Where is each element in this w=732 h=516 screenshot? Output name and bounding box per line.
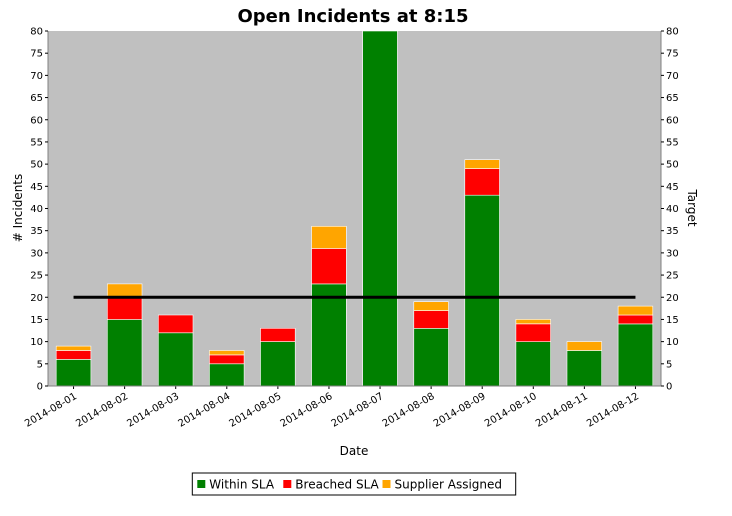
legend: Within SLA Breached SLA Supplier Assigned [191,472,517,496]
plot-area: 2014-08-012014-08-022014-08-032014-08-04… [23,27,679,430]
y-tick-label: 0 [37,382,43,393]
bar-within-sla [260,341,296,387]
bar-supplier-assigned [311,226,347,249]
legend-swatch [283,480,292,488]
y2-tick-label: 30 [666,248,679,259]
y2-tick-label: 25 [666,271,679,282]
y-tick-label: 55 [30,137,43,148]
bar-supplier-assigned [209,350,245,356]
bar-within-sla [515,341,551,387]
y2-tick-label: 20 [666,293,679,304]
bar-supplier-assigned [566,341,603,351]
bar-supplier-assigned [464,159,500,169]
y-tick-label: 35 [30,226,43,237]
x-tick-label: 2014-08-10 [483,391,539,430]
x-tick-label: 2014-08-04 [176,391,232,430]
y2-axis-label: Target [685,188,699,226]
bar-breached-sla [158,314,194,334]
x-tick-label: 2014-08-12 [585,391,641,430]
bar-supplier-assigned [413,301,449,311]
y-tick-label: 5 [37,359,43,370]
x-tick-label: 2014-08-01 [23,391,79,430]
plot-background [48,31,661,386]
bar-within-sla [464,194,500,387]
x-axis-label: Date [340,444,369,458]
y-tick-label: 15 [30,315,43,326]
legend-item-label: Within SLA [209,478,275,492]
bar-within-sla [107,319,143,387]
legend-item-label: Supplier Assigned [395,478,503,492]
y-tick-label: 20 [30,293,43,304]
y2-tick-label: 15 [666,315,679,326]
bar-breached-sla [311,248,347,285]
y-axis-label: # Incidents [11,174,25,243]
chart-title: Open Incidents at 8:15 [237,6,468,27]
x-tick-label: 2014-08-08 [381,391,437,430]
bar-supplier-assigned [515,319,551,325]
y-tick-label: 25 [30,271,43,282]
y2-tick-label: 0 [666,382,672,393]
y-tick-label: 80 [30,27,43,38]
bar-within-sla [311,283,347,387]
bar-within-sla [617,323,654,387]
bar-breached-sla [260,327,296,342]
bar-within-sla [413,327,449,387]
bar-within-sla [209,363,245,387]
y2-tick-label: 35 [666,226,679,237]
legend-box [191,472,517,496]
y2-tick-label: 45 [666,182,679,193]
y-tick-label: 10 [30,337,43,348]
bar-within-sla [158,332,194,387]
bar-breached-sla [413,310,449,329]
x-tick-label: 2014-08-05 [228,391,284,430]
y2-tick-label: 65 [666,93,679,104]
legend-swatch [382,480,391,488]
bar-within-sla [362,30,398,387]
y2-tick-label: 50 [666,160,679,171]
y2-tick-label: 5 [666,359,672,370]
y2-tick-label: 10 [666,337,679,348]
y-tick-label: 40 [30,204,43,215]
bar-breached-sla [55,350,92,360]
bar-within-sla [55,359,92,387]
y-tick-label: 30 [30,248,43,259]
y2-tick-label: 75 [666,49,679,60]
legend-swatch [197,480,206,488]
y-tick-label: 75 [30,49,43,60]
bar-breached-sla [209,354,245,365]
y2-tick-label: 80 [666,27,679,38]
x-tick-label: 2014-08-11 [534,391,590,430]
bar-breached-sla [617,314,654,325]
bar-breached-sla [464,168,500,196]
bar-breached-sla [107,296,143,320]
y-tick-label: 50 [30,160,43,171]
bar-supplier-assigned [617,305,654,316]
y2-tick-label: 60 [666,115,679,126]
y-tick-label: 65 [30,93,43,104]
legend-item-label: Breached SLA [295,478,379,492]
x-tick-label: 2014-08-06 [279,391,335,430]
x-tick-label: 2014-08-09 [432,391,488,430]
bar-within-sla [566,350,603,387]
y2-tick-label: 70 [666,71,679,82]
y-tick-label: 60 [30,115,43,126]
bar-supplier-assigned [107,283,143,298]
bar-supplier-assigned [55,345,92,351]
y-tick-label: 45 [30,182,43,193]
y-tick-label: 70 [30,71,43,82]
y2-tick-label: 55 [666,137,679,148]
y2-tick-label: 40 [666,204,679,215]
x-tick-label: 2014-08-07 [330,391,386,430]
x-tick-label: 2014-08-02 [74,391,130,430]
bar-breached-sla [515,323,551,342]
x-tick-label: 2014-08-03 [125,391,181,430]
